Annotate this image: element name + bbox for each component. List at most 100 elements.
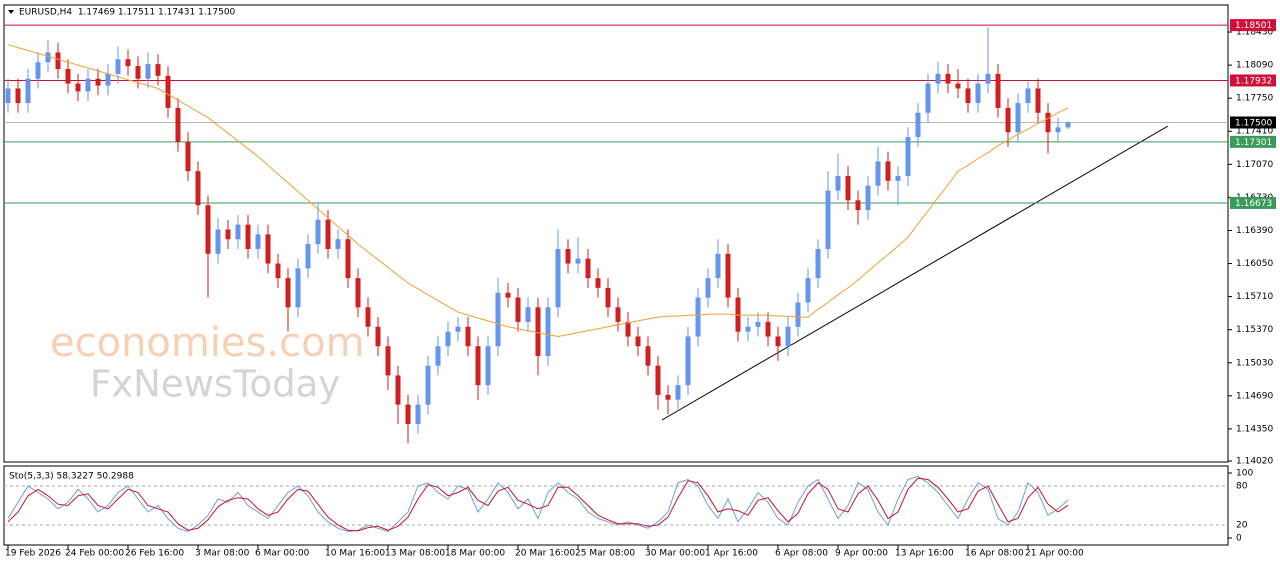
candle-body — [25, 78, 31, 104]
candle-body — [765, 321, 771, 337]
price-level-label: 1.16673 — [1235, 199, 1272, 209]
candle-body — [815, 248, 821, 279]
candle-body — [905, 137, 911, 176]
watermark: economies.com — [50, 320, 365, 366]
candle-body — [1025, 88, 1031, 104]
price-level-label: 1.17500 — [1235, 118, 1272, 128]
candle-body — [165, 75, 171, 108]
candle-body — [725, 253, 731, 298]
stoch-line — [7, 477, 1069, 532]
candle-body — [965, 88, 971, 104]
candle-body — [875, 161, 881, 186]
candle-body — [105, 73, 111, 86]
candle-body — [895, 175, 901, 181]
candle-body — [935, 73, 941, 84]
candle-body — [805, 278, 811, 303]
x-tick-label: 6 Mar 00:00 — [255, 549, 310, 559]
price-level-label: 1.17301 — [1235, 138, 1272, 148]
watermark: FxNewsToday — [90, 363, 340, 406]
candle-body — [65, 68, 71, 84]
candle-body — [525, 307, 531, 322]
candle-body — [565, 248, 571, 264]
x-tick-label: 16 Apr 08:00 — [965, 549, 1024, 559]
candle-body — [405, 404, 411, 425]
candle-body — [915, 112, 921, 138]
candle-body — [745, 326, 751, 332]
candle-body — [335, 239, 341, 249]
x-tick-label: 13 Apr 16:00 — [895, 549, 954, 559]
candle-body — [675, 385, 681, 400]
x-tick-label: 18 Mar 00:00 — [445, 549, 505, 559]
candle-body — [85, 78, 91, 92]
candle-body — [175, 107, 181, 142]
candle-body — [575, 258, 581, 264]
candle-body — [985, 73, 991, 84]
candle-body — [45, 52, 51, 63]
price-level-box — [1230, 19, 1276, 32]
candle-body — [135, 66, 141, 79]
y-tick-label: 1.14690 — [1236, 391, 1273, 401]
candle-body — [435, 346, 441, 366]
candle-body — [255, 234, 261, 249]
candle-body — [205, 205, 211, 254]
candle-body — [445, 331, 451, 347]
candle-body — [1045, 112, 1051, 133]
candle-body — [505, 292, 511, 298]
y-tick-label: 1.14020 — [1236, 457, 1273, 467]
candle-body — [825, 190, 831, 249]
y-tick-label: 1.16050 — [1236, 259, 1273, 269]
candle-body — [275, 263, 281, 279]
x-tick-label: 3 Mar 08:00 — [195, 549, 250, 559]
candle-body — [615, 307, 621, 322]
x-tick-label: 13 Mar 08:00 — [385, 549, 445, 559]
x-tick-label: 9 Apr 00:00 — [835, 549, 888, 559]
moving-average — [7, 44, 1069, 338]
candle-body — [595, 278, 601, 288]
candle-body — [145, 64, 151, 79]
candle-body — [655, 365, 661, 395]
price-level-box — [1230, 135, 1276, 148]
candle-body — [1005, 107, 1011, 133]
candle-body — [975, 83, 981, 104]
candle-body — [925, 83, 931, 113]
candle-body — [775, 336, 781, 347]
candle-body — [995, 73, 1001, 108]
candle-body — [295, 268, 301, 308]
symbol-header: EURUSD,H4 1.17469 1.17511 1.17431 1.1750… — [19, 8, 236, 18]
y-tick-label: 1.18430 — [1236, 28, 1273, 38]
candle-body — [545, 307, 551, 356]
candle-body — [1015, 103, 1021, 133]
x-tick-label: 19 Feb 2026 — [5, 549, 61, 559]
stoch-tick-label: 20 — [1236, 521, 1248, 531]
y-tick-label: 1.16390 — [1236, 226, 1273, 236]
candle-body — [305, 244, 311, 269]
candle-body — [705, 278, 711, 298]
candle-body — [235, 224, 241, 240]
candle-body — [185, 141, 191, 172]
stoch-tick-label: 100 — [1236, 469, 1253, 479]
candle-body — [665, 394, 671, 400]
x-tick-label: 30 Mar 00:00 — [645, 549, 705, 559]
candle-body — [355, 278, 361, 308]
candle-body — [635, 336, 641, 347]
indicator-frame — [3, 465, 1229, 546]
candle-body — [465, 326, 471, 347]
candle-body — [555, 248, 561, 308]
candle-body — [785, 326, 791, 347]
price-level-label: 1.18501 — [1235, 21, 1272, 31]
candle-body — [115, 59, 121, 74]
candle-body — [345, 239, 351, 279]
candle-body — [5, 88, 11, 104]
candle-body — [475, 346, 481, 386]
y-tick-label: 1.14350 — [1236, 424, 1273, 434]
y-tick-label: 1.18090 — [1236, 61, 1273, 71]
candle-body — [535, 307, 541, 356]
candle-body — [425, 365, 431, 405]
candle-body — [1055, 127, 1061, 133]
x-tick-label: 26 Feb 16:00 — [125, 549, 184, 559]
candle-body — [245, 224, 251, 249]
candle-body — [605, 287, 611, 308]
symbol-menu-arrow[interactable] — [8, 10, 14, 14]
